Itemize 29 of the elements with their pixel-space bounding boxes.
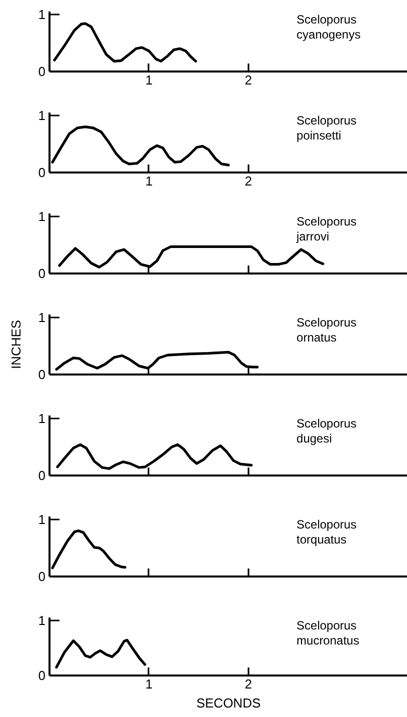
text: Sceloporus mucronatus <box>296 618 360 648</box>
y-tick-label: 0 <box>38 64 46 79</box>
y-tick-label: 0 <box>38 668 46 683</box>
text: Sceloporus cyanogenys <box>296 12 361 42</box>
text: Sceloporus ornatus <box>296 316 357 344</box>
text: Sceloporus poinsetti <box>296 114 357 142</box>
text: Sceloporus jarrovi <box>296 214 357 244</box>
x-tick-label: 2 <box>244 174 252 188</box>
y-tick-label: 1 <box>38 108 46 123</box>
y-tick-label: 1 <box>38 612 46 628</box>
line-series <box>53 22 197 63</box>
y-tick-label: 1 <box>38 512 46 527</box>
text: Sceloporus torquatus <box>296 518 357 546</box>
y-tick-label: 1 <box>38 6 46 22</box>
text: Sceloporus dugesi <box>296 416 357 446</box>
y-tick-label: 1 <box>38 310 46 325</box>
line-series <box>55 350 259 371</box>
y-tick-label: 1 <box>38 208 46 224</box>
x-tick-label: 2 <box>244 72 252 88</box>
y-tick-label: 0 <box>38 266 46 281</box>
y-tick-label: 0 <box>38 468 46 483</box>
x-axis-title: SECONDS <box>196 696 261 710</box>
y-tick-label: 0 <box>38 367 46 382</box>
y-tick-label: 0 <box>38 569 46 584</box>
y-tick-label: 0 <box>38 165 46 180</box>
y-tick-label: 1 <box>38 410 46 426</box>
x-tick-label: 2 <box>244 676 252 692</box>
y-axis-title: INCHES <box>8 320 24 370</box>
line-series <box>55 638 146 669</box>
